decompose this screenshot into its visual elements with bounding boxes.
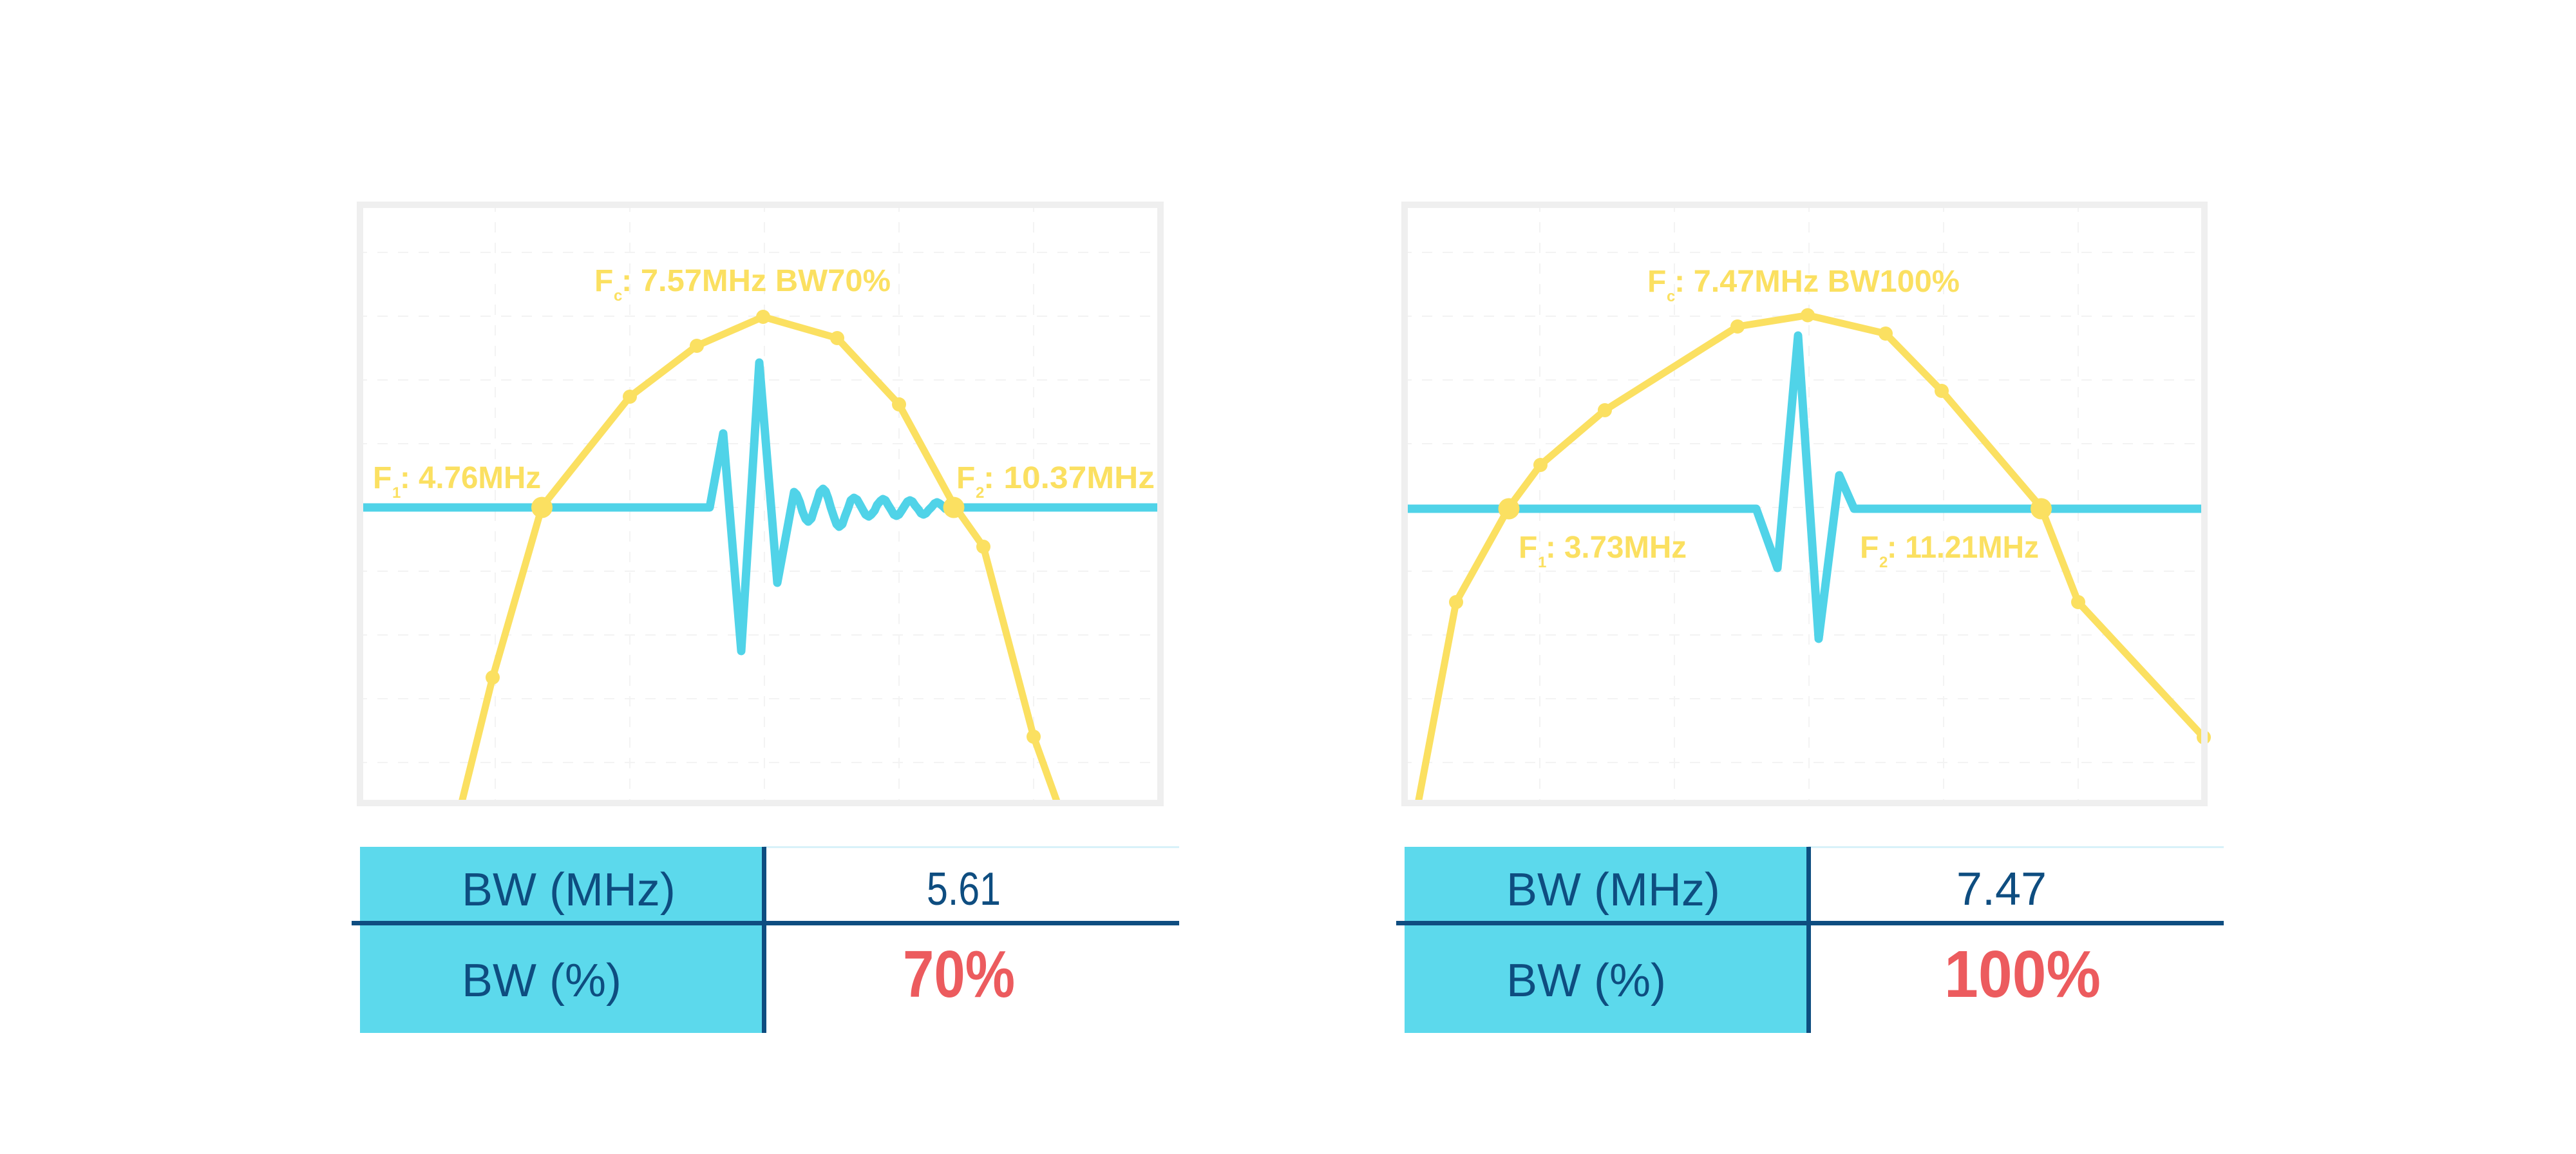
svg-text:: 7.57MHz BW70%: : 7.57MHz BW70% <box>621 264 891 298</box>
svg-text:F: F <box>373 461 392 495</box>
svg-text:BW (%): BW (%) <box>1506 955 1666 1007</box>
svg-text:BW (MHz): BW (MHz) <box>462 864 676 916</box>
svg-text:7.47: 7.47 <box>1956 864 2047 915</box>
svg-text:F: F <box>1860 531 1879 565</box>
svg-text:BW (MHz): BW (MHz) <box>1506 864 1720 916</box>
svg-text:: 7.47MHz BW100%: : 7.47MHz BW100% <box>1674 265 1960 299</box>
svg-text:5.61: 5.61 <box>927 864 1001 915</box>
svg-text:F: F <box>1647 265 1666 299</box>
svg-text:100%: 100% <box>1944 937 2101 1011</box>
svg-text:2: 2 <box>976 484 984 502</box>
svg-text:c: c <box>1667 288 1675 305</box>
svg-text:1: 1 <box>1538 554 1546 571</box>
svg-text:: 11.21MHz: : 11.21MHz <box>1887 531 2039 565</box>
svg-text:: 10.37MHz: : 10.37MHz <box>983 461 1155 495</box>
svg-text:BW (%): BW (%) <box>462 955 621 1007</box>
svg-text:F: F <box>956 461 975 495</box>
svg-text:F: F <box>1519 531 1537 565</box>
svg-text:2: 2 <box>1879 554 1888 571</box>
svg-text:F: F <box>594 264 613 298</box>
svg-text:: 3.73MHz: : 3.73MHz <box>1546 531 1687 565</box>
svg-text:c: c <box>614 287 622 305</box>
svg-text:1: 1 <box>392 484 401 502</box>
svg-text:70%: 70% <box>903 937 1015 1011</box>
svg-text:: 4.76MHz: : 4.76MHz <box>400 461 541 495</box>
